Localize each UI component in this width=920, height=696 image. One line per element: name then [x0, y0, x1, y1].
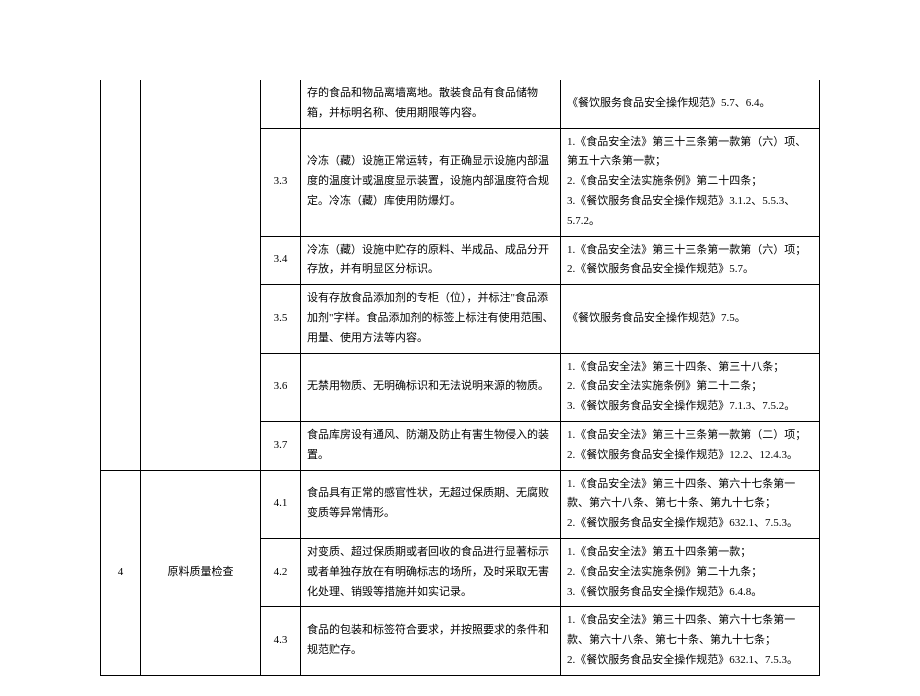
- section-category: [141, 80, 261, 470]
- item-law: 《餐饮服务食品安全操作规范》5.7、6.4。: [561, 80, 820, 128]
- item-desc: 设有存放食品添加剂的专柜（位），并标注"食品添加剂"字样。食品添加剂的标签上标注…: [301, 285, 561, 353]
- item-desc: 存的食品和物品离墙离地。散装食品有食品储物箱，并标明名称、使用期限等内容。: [301, 80, 561, 128]
- item-desc: 食品具有正常的感官性状，无超过保质期、无腐败变质等异常情形。: [301, 470, 561, 538]
- item-desc: 食品库房设有通风、防潮及防止有害生物侵入的装置。: [301, 421, 561, 470]
- item-desc: 食品的包装和标签符合要求，并按照要求的条件和规范贮存。: [301, 607, 561, 675]
- item-num: 3.7: [261, 421, 301, 470]
- item-num: 3.6: [261, 353, 301, 421]
- item-law: 《餐饮服务食品安全操作规范》7.5。: [561, 285, 820, 353]
- item-desc: 对变质、超过保质期或者回收的食品进行显著标示或者单独存放在有明确标志的场所，及时…: [301, 538, 561, 606]
- item-num: 4.2: [261, 538, 301, 606]
- item-num: 4.1: [261, 470, 301, 538]
- regulation-table: 存的食品和物品离墙离地。散装食品有食品储物箱，并标明名称、使用期限等内容。 《餐…: [100, 80, 820, 676]
- item-law: 1.《食品安全法》第三十四条、第六十七条第一款、第六十八条、第七十条、第九十七条…: [561, 607, 820, 675]
- item-num: 3.5: [261, 285, 301, 353]
- item-num: 4.3: [261, 607, 301, 675]
- item-law: 1.《食品安全法》第三十四条、第三十八条；2.《食品安全法实施条例》第二十二条；…: [561, 353, 820, 421]
- item-law: 1.《食品安全法》第三十四条、第六十七条第一款、第六十八条、第七十条、第九十七条…: [561, 470, 820, 538]
- item-law: 1.《食品安全法》第三十三条第一款第（二）项；2.《餐饮服务食品安全操作规范》1…: [561, 421, 820, 470]
- table-row: 4 原料质量检查 4.1 食品具有正常的感官性状，无超过保质期、无腐败变质等异常…: [101, 470, 820, 538]
- item-desc: 冷冻（藏）设施中贮存的原料、半成品、成品分开存放，并有明显区分标识。: [301, 236, 561, 285]
- section-id: 4: [101, 470, 141, 675]
- item-num: 3.3: [261, 128, 301, 236]
- table-body: 存的食品和物品离墙离地。散装食品有食品储物箱，并标明名称、使用期限等内容。 《餐…: [101, 80, 820, 675]
- item-num: 3.4: [261, 236, 301, 285]
- item-law: 1.《食品安全法》第三十三条第一款第（六）项；2.《餐饮服务食品安全操作规范》5…: [561, 236, 820, 285]
- item-desc: 冷冻（藏）设施正常运转，有正确显示设施内部温度的温度计或温度显示装置，设施内部温…: [301, 128, 561, 236]
- table-row: 存的食品和物品离墙离地。散装食品有食品储物箱，并标明名称、使用期限等内容。 《餐…: [101, 80, 820, 128]
- section-category: 原料质量检查: [141, 470, 261, 675]
- section-id: [101, 80, 141, 470]
- item-num: [261, 80, 301, 128]
- item-law: 1.《食品安全法》第三十三条第一款第（六）项、第五十六条第一款；2.《食品安全法…: [561, 128, 820, 236]
- item-law: 1.《食品安全法》第五十四条第一款；2.《食品安全法实施条例》第二十九条；3.《…: [561, 538, 820, 606]
- item-desc: 无禁用物质、无明确标识和无法说明来源的物质。: [301, 353, 561, 421]
